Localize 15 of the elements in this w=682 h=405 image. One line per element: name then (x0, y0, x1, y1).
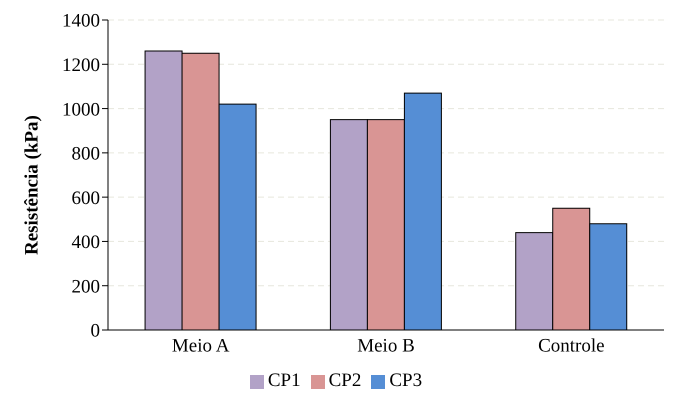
legend-label: CP2 (328, 370, 362, 391)
y-tick-label: 400 (72, 232, 100, 254)
y-tick-label: 1200 (62, 55, 100, 76)
x-tick-label: Controle (538, 335, 605, 356)
y-tick-label: 200 (72, 276, 100, 298)
legend-label: CP1 (268, 370, 301, 391)
y-axis-title: Resistência (kPa) (22, 115, 43, 255)
y-tick-label: 800 (72, 144, 100, 165)
x-tick-label: Meio A (172, 335, 230, 356)
legend-label: CP3 (389, 370, 422, 391)
y-tick-label: 1000 (62, 99, 100, 120)
y-tick-label: 1400 (62, 10, 100, 32)
y-tick-label: 600 (72, 188, 100, 209)
x-tick-label: Meio B (357, 335, 415, 356)
y-tick-label: 0 (90, 320, 100, 342)
